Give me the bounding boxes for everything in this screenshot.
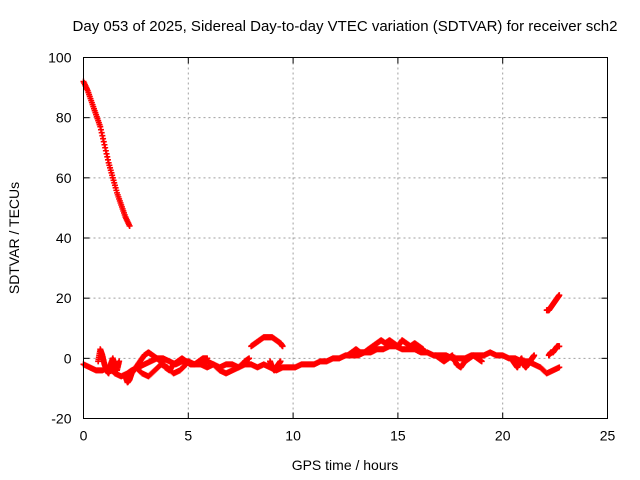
data-point: [183, 361, 190, 368]
data-point: [246, 355, 253, 362]
data-point: [478, 358, 485, 365]
chart-title: Day 053 of 2025, Sidereal Day-to-day VTE…: [73, 18, 618, 35]
x-tick-label: 5: [184, 428, 192, 444]
data-point: [116, 358, 123, 365]
axis-ticks: 0 5 10 15 20 25 -20 0 20 40 60 80 100: [48, 50, 615, 444]
data-point: [556, 343, 563, 350]
x-tick-label: 10: [285, 428, 301, 444]
data-point: [556, 364, 563, 371]
data-point: [204, 355, 211, 362]
data-points: [80, 78, 563, 386]
x-axis-label: GPS time / hours: [292, 457, 399, 473]
y-tick-label: 80: [56, 110, 72, 126]
x-tick-label: 25: [600, 428, 616, 444]
data-point: [420, 346, 427, 353]
data-point: [556, 292, 563, 299]
y-tick-label: -20: [51, 411, 71, 427]
y-tick-label: 20: [56, 290, 72, 306]
data-point: [279, 343, 286, 350]
x-tick-label: 15: [390, 428, 406, 444]
x-tick-label: 20: [495, 428, 511, 444]
data-point: [126, 222, 133, 229]
y-tick-label: 100: [48, 50, 72, 66]
x-tick-label: 0: [80, 428, 88, 444]
data-point: [531, 352, 538, 359]
y-tick-label: 0: [64, 350, 72, 366]
y-tick-label: 40: [56, 230, 72, 246]
y-tick-label: 60: [56, 170, 72, 186]
data-point: [182, 362, 189, 369]
y-axis-label: SDTVAR / TECUs: [6, 182, 22, 294]
data-point: [277, 358, 284, 365]
